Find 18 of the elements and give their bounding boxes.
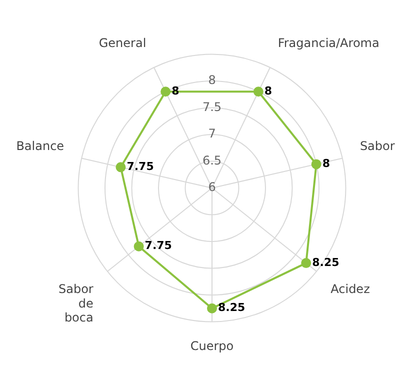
data-label: 8.25	[218, 301, 246, 314]
y-tick-label: 6.5	[202, 153, 222, 168]
spoke-label: Sabor de boca	[58, 282, 94, 325]
spoke-label: Fragancia/Aroma	[278, 36, 380, 50]
y-tick-label: 6	[208, 180, 216, 194]
data-label: 8	[322, 157, 330, 170]
data-label: 7.75	[144, 239, 172, 252]
y-tick-label: 7	[208, 126, 216, 141]
y-tick-label: 8	[208, 73, 216, 88]
y-tick-label: 7.5	[202, 100, 222, 114]
data-label: 8	[264, 84, 272, 98]
spoke-label: Acidez	[330, 282, 370, 296]
spoke-label: General	[98, 36, 146, 50]
spoke-label: Sabor	[360, 139, 395, 154]
data-label: 8.25	[312, 256, 340, 269]
spoke-label: Cuerpo	[190, 339, 234, 354]
data-label: 7.75	[126, 160, 154, 174]
spoke-label: Balance	[16, 139, 64, 154]
